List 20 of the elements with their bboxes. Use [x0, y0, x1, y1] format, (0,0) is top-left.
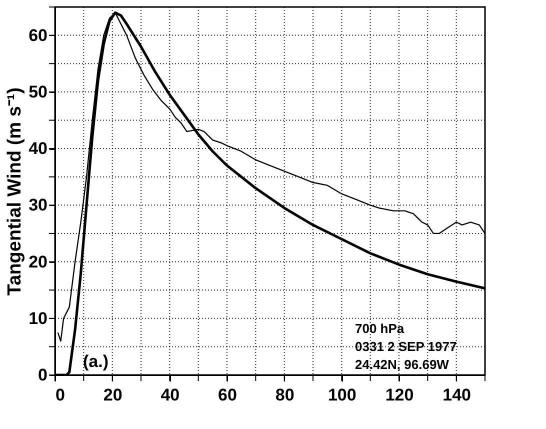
annotation: 0331 2 SEP 1977	[355, 339, 457, 354]
y-tick-label: 60	[28, 26, 48, 45]
x-tick-label: 140	[442, 386, 472, 404]
y-tick-label: 20	[28, 252, 48, 272]
x-tick-label: 0	[56, 386, 65, 404]
annotation: 24.42N, 96.69W	[355, 357, 450, 372]
x-tick-label: 80	[275, 386, 294, 404]
y-tick-label: 50	[28, 82, 48, 102]
x-tick-label: 100	[328, 386, 356, 404]
y-tick-label: 40	[28, 139, 48, 158]
y-tick-label: 30	[28, 196, 48, 215]
annotation: 700 hPa	[355, 321, 405, 336]
annotation: (a.)	[83, 352, 108, 371]
x-tick-label: 20	[103, 386, 122, 404]
x-tick-label: 120	[385, 386, 414, 404]
x-tick-label: 60	[218, 386, 237, 404]
x-tick-label: 40	[160, 386, 180, 404]
y-tick-label: 0	[38, 366, 48, 384]
y-tick-label: 10	[28, 308, 48, 328]
y-axis-title: Tangential Wind (m s⁻¹)	[4, 87, 26, 296]
